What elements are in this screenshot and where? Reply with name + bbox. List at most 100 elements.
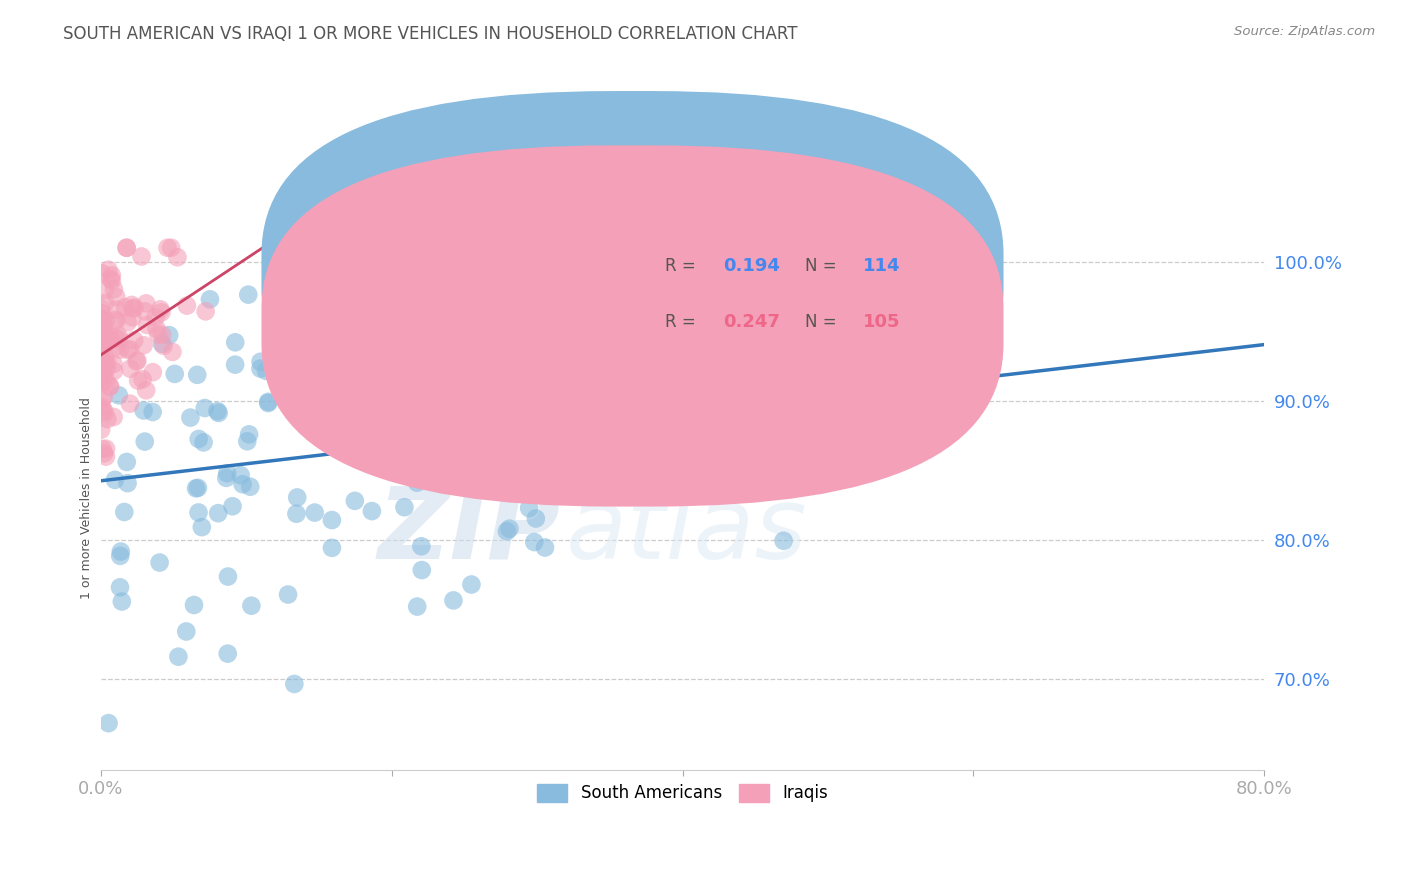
Point (588, 409, 610, 423)
Point (198, 293, 221, 307)
Point (382, 243, 405, 257)
Point (101, 268, 124, 283)
Point (90, 423, 112, 437)
Point (498, 522, 520, 536)
Point (93, 283, 115, 297)
Point (163, 367, 186, 381)
Point (236, 434, 259, 449)
Point (148, 327, 170, 342)
Point (229, 468, 252, 483)
Point (523, 535, 546, 549)
Point (333, 444, 356, 458)
Point (530, 401, 553, 415)
Point (406, 475, 429, 490)
Point (103, 409, 125, 424)
Point (104, 473, 127, 487)
Point (283, 677, 305, 691)
Point (107, 332, 129, 346)
Point (432, 458, 454, 472)
Point (108, 343, 131, 357)
Point (131, 250, 153, 264)
Point (394, 500, 416, 515)
Point (91, 315, 114, 329)
Point (98, 380, 121, 394)
Point (520, 448, 543, 462)
Point (217, 569, 239, 583)
Point (772, 533, 794, 548)
Point (381, 350, 404, 364)
Point (90, 376, 112, 390)
Point (411, 563, 433, 577)
Point (94, 333, 117, 347)
Point (406, 599, 429, 614)
Point (91, 314, 114, 328)
Point (120, 343, 142, 357)
Point (277, 588, 299, 602)
Point (91, 400, 114, 414)
Point (450, 286, 472, 301)
FancyBboxPatch shape (262, 91, 1004, 452)
Point (411, 539, 433, 553)
Text: atlas: atlas (567, 483, 808, 580)
Point (98, 379, 121, 393)
Point (179, 410, 201, 425)
FancyBboxPatch shape (262, 145, 1004, 507)
Point (100, 272, 122, 286)
Point (93, 353, 115, 368)
Text: ZIP: ZIP (377, 483, 561, 580)
Point (191, 520, 214, 534)
Point (125, 354, 148, 368)
Text: R =: R = (665, 313, 696, 331)
Point (343, 494, 366, 508)
Point (524, 511, 547, 525)
Point (187, 506, 209, 520)
Point (496, 524, 519, 539)
Point (574, 422, 596, 436)
Point (285, 507, 308, 521)
Text: 114: 114 (863, 257, 900, 275)
Point (105, 302, 128, 317)
Point (120, 361, 142, 376)
Point (90, 316, 112, 330)
Point (110, 544, 132, 558)
Point (860, 256, 883, 270)
Point (104, 331, 127, 345)
Point (103, 357, 125, 371)
Point (115, 241, 138, 255)
Point (124, 301, 146, 315)
Point (107, 329, 129, 343)
Point (215, 471, 238, 485)
Point (270, 371, 292, 385)
Point (167, 649, 190, 664)
Point (183, 598, 205, 612)
Point (257, 396, 280, 410)
Point (217, 647, 239, 661)
Point (524, 263, 547, 277)
Point (97, 262, 120, 277)
Point (90, 393, 112, 408)
Legend: South Americans, Iraqis: South Americans, Iraqis (529, 775, 837, 811)
Point (93, 319, 115, 334)
Point (105, 339, 128, 353)
Point (94, 405, 117, 419)
Point (91, 329, 114, 343)
Point (381, 427, 404, 442)
Point (193, 435, 215, 450)
Point (96, 336, 118, 351)
Point (304, 506, 326, 520)
Point (134, 304, 156, 318)
Point (176, 299, 198, 313)
Point (150, 336, 173, 351)
Point (620, 424, 643, 438)
Point (582, 480, 605, 494)
FancyBboxPatch shape (589, 235, 927, 368)
Point (149, 556, 172, 570)
Point (94, 357, 117, 371)
Point (127, 374, 149, 388)
Point (135, 384, 157, 398)
Point (377, 441, 399, 455)
Point (90, 341, 112, 355)
Point (94, 328, 117, 343)
Point (90, 266, 112, 280)
Point (97, 716, 120, 731)
